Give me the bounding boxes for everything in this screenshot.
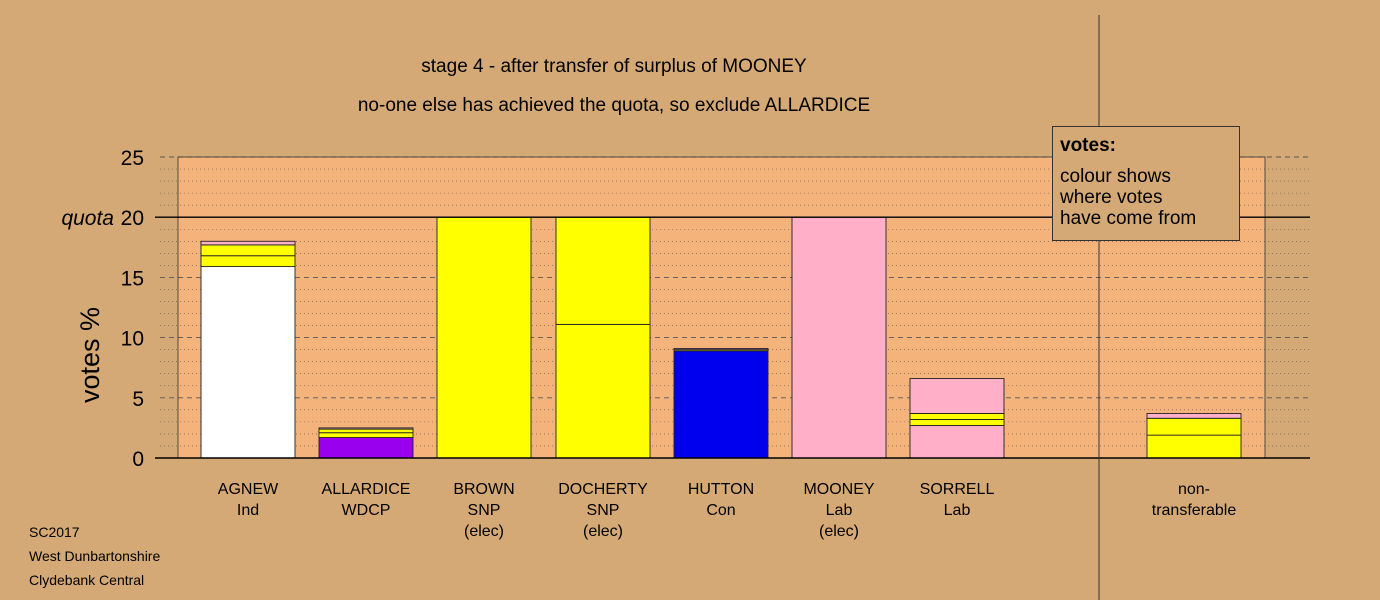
category-label: HUTTON (688, 481, 754, 498)
bar-segment (1146, 434, 1242, 459)
chart-subtitle: no-one else has achieved the quota, so e… (358, 95, 870, 116)
category-label: transferable (1152, 502, 1237, 519)
footer-council: West Dunbartonshire (29, 548, 161, 564)
category-label: SNP (587, 502, 620, 519)
bar-segment (318, 437, 414, 459)
quota-label: quota (61, 207, 114, 230)
category-label: SORRELL (920, 481, 995, 498)
category-label: (elec) (464, 523, 504, 540)
category-label: BROWN (453, 481, 514, 498)
y-tick-label: 15 (121, 267, 144, 290)
bar-segment (555, 323, 651, 459)
bar-segment (200, 244, 296, 257)
legend-line: have come from (1060, 208, 1197, 229)
legend-title: votes: (1060, 135, 1116, 156)
category-label: Lab (826, 502, 853, 519)
chart-title: stage 4 - after transfer of surplus of M… (421, 56, 807, 77)
bar-segment (318, 427, 414, 430)
category-label: DOCHERTY (558, 481, 648, 498)
bar-segment (673, 347, 769, 351)
bar-segment (318, 428, 414, 434)
bar-segment (1146, 413, 1242, 419)
bar-segment (200, 255, 296, 268)
bar-segment (791, 216, 887, 459)
bar-segment (1146, 417, 1242, 436)
category-label: non- (1178, 481, 1210, 498)
bars (200, 216, 1242, 459)
bar-segment (909, 378, 1005, 414)
category-label: (elec) (583, 523, 623, 540)
bar-segment (909, 419, 1005, 426)
legend-line: where votes (1060, 187, 1163, 208)
bar-segment (673, 350, 769, 459)
bar-segment (318, 432, 414, 438)
legend-line: colour shows (1060, 166, 1171, 187)
y-tick-label: 25 (121, 147, 144, 170)
bar-segment (909, 413, 1005, 420)
category-label: AGNEW (218, 481, 279, 498)
category-label: MOONEY (803, 481, 874, 498)
category-label: (elec) (819, 523, 859, 540)
category-label: Lab (944, 502, 971, 519)
y-tick-label: 5 (132, 388, 144, 411)
category-labels: AGNEW Ind ALLARDICE WDCP BROWN SNP (elec) DOCHE… (218, 481, 1237, 540)
category-label: Ind (237, 502, 259, 519)
category-label: ALLARDICE (322, 481, 411, 498)
legend-box: votes: colour shows where votes have com… (1052, 126, 1240, 241)
y-tick-label: 20 (121, 207, 144, 230)
bar-segment (555, 216, 651, 325)
category-label: WDCP (342, 502, 391, 519)
bar-segment (909, 425, 1005, 459)
bar-segment (436, 216, 532, 459)
footer-ward: Clydebank Central (29, 572, 145, 588)
footer: SC2017 West Dunbartonshire Clydebank Cen… (29, 520, 160, 592)
y-tick-label: 10 (121, 328, 144, 351)
y-axis-label: votes % (75, 307, 105, 403)
category-label: Con (706, 502, 735, 519)
y-tick-label: 0 (132, 448, 144, 471)
footer-election: SC2017 (29, 524, 80, 540)
category-label: SNP (468, 502, 501, 519)
bar-segment (200, 266, 296, 459)
bar-segment (200, 240, 296, 246)
